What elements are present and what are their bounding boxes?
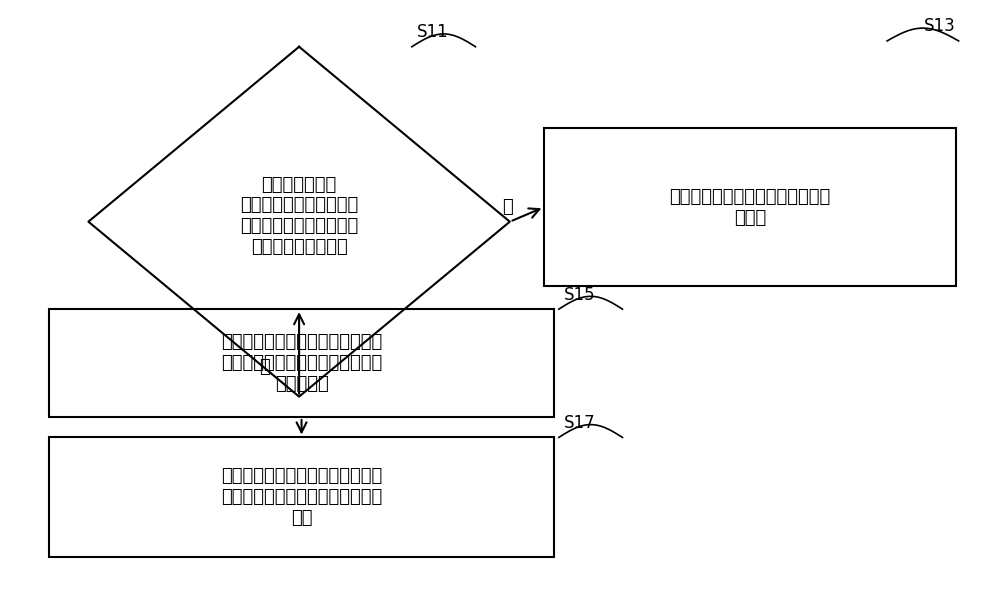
- Text: 否: 否: [259, 358, 270, 377]
- FancyBboxPatch shape: [544, 129, 956, 286]
- Text: 根据交易池中各第二交易各自所匹
配的策略组分别确定各第二交易的
业务优先级: 根据交易池中各第二交易各自所匹 配的策略组分别确定各第二交易的 业务优先级: [221, 333, 382, 393]
- Polygon shape: [88, 47, 510, 397]
- Text: S11: S11: [417, 23, 448, 41]
- Text: S13: S13: [924, 17, 956, 35]
- Text: 在打包第一区块
时，判断交易池中的交易
数量是否不大于第一区块
的可容纳交易数量？: 在打包第一区块 时，判断交易池中的交易 数量是否不大于第一区块 的可容纳交易数量…: [240, 176, 358, 256]
- Text: S15: S15: [564, 286, 595, 303]
- Text: 是: 是: [502, 198, 513, 216]
- FancyBboxPatch shape: [49, 437, 554, 557]
- FancyBboxPatch shape: [49, 309, 554, 417]
- Text: 以业务优先级的高低为序拉取可容
纳交易数量笔第二交易以打包第一
区块: 以业务优先级的高低为序拉取可容 纳交易数量笔第二交易以打包第一 区块: [221, 468, 382, 527]
- Text: 拉取交易池中的全部交易以打包第
一区块: 拉取交易池中的全部交易以打包第 一区块: [669, 187, 831, 227]
- Text: S17: S17: [564, 414, 595, 432]
